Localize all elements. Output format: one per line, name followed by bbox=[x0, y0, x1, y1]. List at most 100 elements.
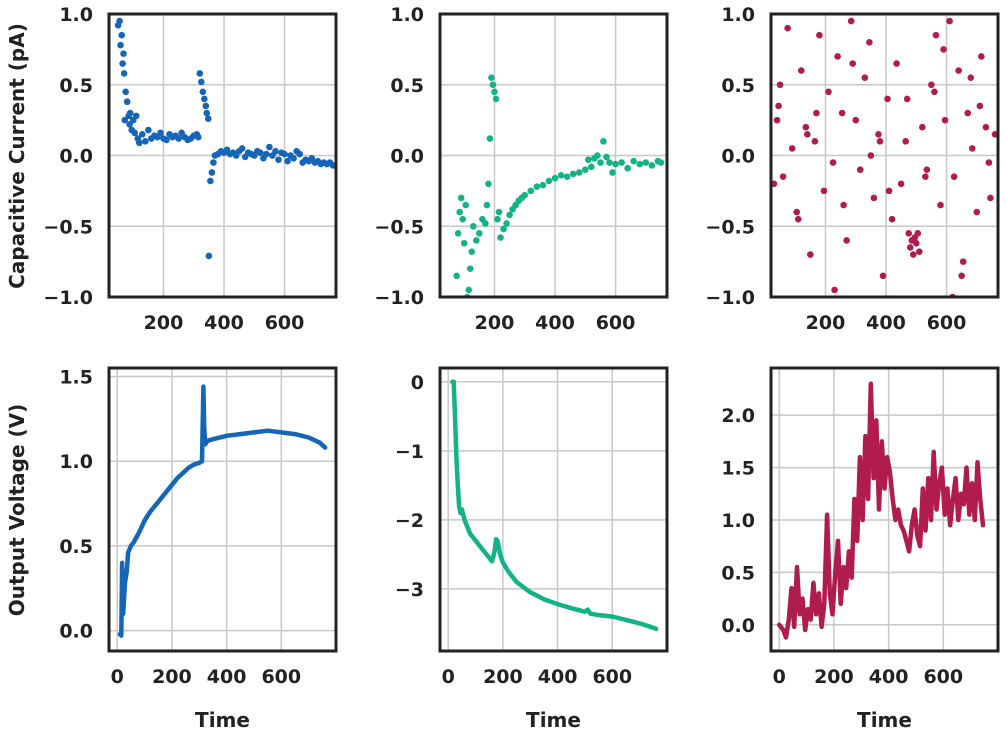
y-tick-label: −1.0 bbox=[705, 287, 755, 309]
data-point bbox=[950, 173, 958, 181]
series bbox=[776, 381, 986, 640]
data-point bbox=[987, 194, 994, 202]
series bbox=[450, 379, 659, 632]
data-point bbox=[266, 143, 273, 151]
x-tick-label: 200 bbox=[483, 666, 523, 688]
data-point bbox=[296, 150, 303, 158]
data-point bbox=[843, 237, 850, 244]
data-point bbox=[118, 31, 126, 39]
y-tick-label: 0.0 bbox=[721, 615, 755, 637]
subplot-r0-c0: 200 400 600 −1.0 −0.5 0.0 0.5 1.0 bbox=[43, 4, 338, 334]
data-point bbox=[955, 67, 962, 74]
y-tick-label: 0.0 bbox=[721, 146, 755, 168]
data-point bbox=[569, 170, 577, 178]
data-point bbox=[207, 177, 214, 185]
data-point bbox=[175, 135, 182, 142]
data-line bbox=[776, 381, 986, 640]
y-tick-label: 0 bbox=[411, 372, 424, 394]
data-point bbox=[199, 88, 207, 96]
x-tick-label: 600 bbox=[596, 312, 636, 334]
data-point bbox=[779, 173, 787, 181]
data-point bbox=[867, 152, 875, 159]
data-point bbox=[775, 102, 782, 110]
data-point bbox=[585, 156, 592, 164]
data-point bbox=[465, 286, 473, 294]
data-point bbox=[284, 157, 291, 165]
data-point bbox=[612, 160, 619, 168]
data-point bbox=[941, 116, 949, 124]
data-point bbox=[196, 70, 204, 77]
data-point bbox=[163, 136, 170, 144]
data-point bbox=[469, 222, 477, 230]
data-point bbox=[453, 272, 460, 280]
data-point bbox=[117, 41, 124, 49]
data-point bbox=[210, 159, 217, 166]
x-tick-label: 400 bbox=[866, 312, 906, 334]
subplot-r1-c1: 0 200 400 600 −3 −2 −1 0 Time bbox=[395, 366, 669, 732]
data-point bbox=[281, 150, 288, 158]
y-tick-label: 1.0 bbox=[721, 4, 755, 26]
data-point bbox=[893, 60, 900, 67]
x-tick-label: 0 bbox=[111, 666, 124, 688]
data-point bbox=[489, 81, 497, 89]
x-tick-label: 600 bbox=[265, 312, 305, 334]
data-point bbox=[238, 145, 246, 152]
y-tick-label: 1.5 bbox=[721, 458, 755, 480]
axes-frame bbox=[438, 12, 669, 299]
data-point bbox=[784, 24, 791, 32]
subplot-r1-c0: 0 200 400 600 0.0 0.5 1.0 1.5 Time bbox=[59, 366, 338, 732]
y-tick-label: −2 bbox=[395, 510, 424, 532]
x-tick-label: 600 bbox=[592, 666, 632, 688]
data-point bbox=[978, 53, 985, 60]
y-tick-label: 0.0 bbox=[390, 146, 424, 168]
data-point bbox=[876, 138, 884, 145]
data-point bbox=[914, 230, 922, 237]
data-point bbox=[557, 172, 565, 179]
data-point bbox=[157, 129, 164, 137]
data-point bbox=[958, 272, 965, 280]
data-point bbox=[875, 130, 882, 138]
data-point bbox=[771, 180, 778, 188]
data-point bbox=[454, 230, 462, 237]
y-tick-label: 1.0 bbox=[390, 4, 424, 26]
axes-frame bbox=[769, 12, 1000, 299]
data-line bbox=[450, 379, 659, 632]
data-point bbox=[491, 88, 498, 96]
data-point bbox=[135, 139, 143, 147]
data-point bbox=[142, 138, 149, 145]
data-point bbox=[123, 98, 131, 106]
data-point bbox=[202, 102, 210, 110]
data-point bbox=[870, 194, 878, 202]
data-point bbox=[597, 159, 604, 166]
data-point bbox=[506, 211, 513, 219]
data-point bbox=[807, 251, 814, 258]
data-point bbox=[275, 156, 282, 164]
data-point bbox=[606, 159, 613, 166]
y-tick-label: −1.0 bbox=[374, 287, 424, 309]
series bbox=[114, 17, 336, 260]
y-tick-label: 1.0 bbox=[59, 451, 93, 473]
data-point bbox=[116, 17, 123, 25]
x-axis-label: Time bbox=[195, 708, 250, 732]
row-ylabel-capacitive-current: Capacitive Current (pA) bbox=[5, 23, 29, 289]
data-point bbox=[825, 88, 832, 96]
data-point bbox=[600, 138, 607, 145]
x-axis-label: Time bbox=[857, 708, 912, 732]
x-tick-label: 200 bbox=[806, 312, 846, 334]
data-point bbox=[630, 157, 638, 165]
data-point bbox=[618, 159, 625, 166]
y-tick-label: 2.0 bbox=[721, 405, 755, 427]
data-point bbox=[834, 53, 841, 60]
data-point bbox=[946, 17, 953, 25]
data-point bbox=[888, 215, 896, 223]
data-point bbox=[912, 239, 920, 247]
data-point bbox=[813, 109, 820, 117]
data-point bbox=[804, 130, 811, 138]
data-point bbox=[457, 194, 465, 202]
y-tick-label: −0.5 bbox=[43, 216, 93, 238]
data-point bbox=[201, 95, 208, 103]
data-point bbox=[495, 208, 503, 216]
x-tick-label: 400 bbox=[538, 666, 578, 688]
y-tick-label: 1.0 bbox=[59, 4, 93, 26]
